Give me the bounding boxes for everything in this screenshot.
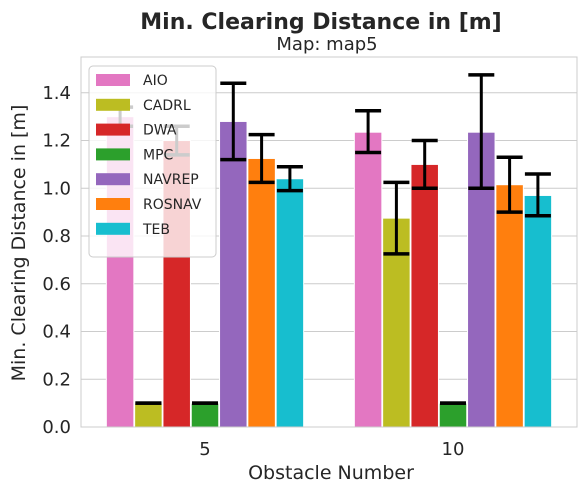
x-axis-label: Obstacle Number bbox=[248, 462, 414, 484]
x-tick-label: 5 bbox=[199, 439, 210, 460]
error-bar-aio-10 bbox=[355, 108, 382, 155]
legend-swatch-cadrl bbox=[96, 98, 130, 111]
legend: AIO CADRL DWA MPC NAVREP ROSNAV TEB bbox=[88, 65, 217, 258]
legend-label-rosnav: ROSNAV bbox=[143, 197, 202, 213]
bar-cadrl-5 bbox=[134, 402, 163, 428]
y-tick-label: 0.6 bbox=[42, 274, 71, 295]
legend-label-mpc: MPC bbox=[143, 147, 174, 163]
legend-swatch-mpc bbox=[96, 148, 130, 161]
error-bar-teb-10 bbox=[524, 172, 551, 218]
legend-swatch-aio bbox=[96, 74, 130, 86]
legend-swatch-navrep bbox=[96, 173, 130, 186]
y-tick-label: 1.4 bbox=[42, 83, 71, 104]
chart-subtitle: Map: map5 bbox=[276, 34, 377, 55]
error-bar-dwa-10 bbox=[411, 138, 438, 191]
y-axis-label: Min. Clearing Distance in [m] bbox=[8, 105, 30, 382]
error-bar-navrep-5 bbox=[220, 81, 247, 162]
x-tick-label: 10 bbox=[442, 439, 465, 460]
legend-label-navrep: NAVREP bbox=[143, 172, 199, 188]
error-bar-cadrl-10 bbox=[383, 180, 410, 256]
bar-rosnav-10 bbox=[495, 184, 524, 428]
legend-label-cadrl: CADRL bbox=[143, 98, 191, 114]
bar-mpc-10 bbox=[438, 402, 468, 428]
plot-frame bbox=[80, 56, 578, 428]
bar-mpc-5 bbox=[190, 402, 220, 428]
bar-rosnav-5 bbox=[247, 157, 276, 428]
error-bars bbox=[107, 73, 551, 405]
error-bar-rosnav-10 bbox=[496, 155, 523, 214]
y-tick-label: 1.2 bbox=[42, 131, 71, 152]
y-tick-label: 0.0 bbox=[42, 417, 71, 438]
legend-label-aio: AIO bbox=[143, 73, 168, 89]
bar-teb-10 bbox=[523, 194, 553, 428]
y-tick-label: 0.2 bbox=[42, 369, 71, 390]
legend-label-dwa: DWA bbox=[143, 123, 177, 139]
y-tick-label: 0.4 bbox=[42, 322, 71, 343]
bar-navrep-5 bbox=[219, 120, 248, 428]
bar-aio-10 bbox=[353, 131, 383, 428]
axes: 0.0 0.2 0.4 0.6 0.8 1.0 1.2 1.4 5 10 bbox=[42, 56, 578, 460]
bar-dwa-10 bbox=[410, 163, 439, 428]
legend-swatch-teb bbox=[96, 222, 130, 235]
bar-teb-5 bbox=[275, 178, 305, 428]
error-bar-rosnav-5 bbox=[248, 132, 275, 185]
error-bar-teb-5 bbox=[276, 165, 303, 193]
y-tick-label: 0.8 bbox=[42, 226, 71, 247]
bars bbox=[105, 116, 553, 428]
legend-label-teb: TEB bbox=[142, 222, 170, 238]
legend-swatch-dwa bbox=[96, 123, 130, 136]
y-tick-label: 1.0 bbox=[42, 178, 71, 199]
error-bar-navrep-10 bbox=[468, 73, 495, 191]
chart-title: Min. Clearing Distance in [m] bbox=[140, 10, 501, 35]
legend-swatch-rosnav bbox=[96, 198, 130, 210]
